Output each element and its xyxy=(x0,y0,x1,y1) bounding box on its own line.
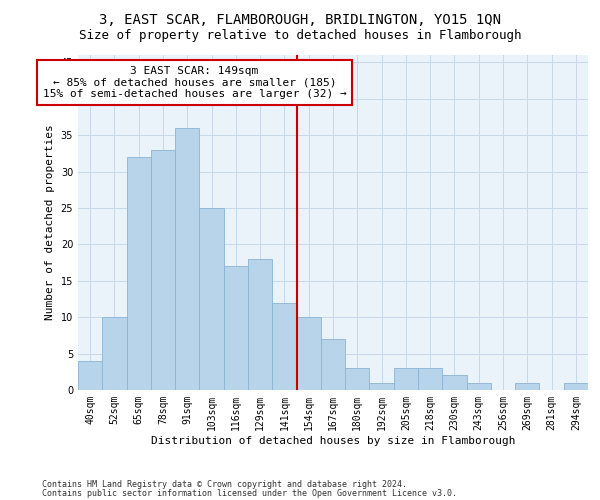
Bar xyxy=(394,368,418,390)
Bar xyxy=(515,382,539,390)
Bar xyxy=(321,339,345,390)
Bar xyxy=(248,259,272,390)
Bar xyxy=(370,382,394,390)
Bar xyxy=(127,157,151,390)
Bar xyxy=(418,368,442,390)
Bar xyxy=(345,368,370,390)
Bar xyxy=(199,208,224,390)
Bar xyxy=(151,150,175,390)
Text: 3 EAST SCAR: 149sqm
← 85% of detached houses are smaller (185)
15% of semi-detac: 3 EAST SCAR: 149sqm ← 85% of detached ho… xyxy=(43,66,346,99)
Y-axis label: Number of detached properties: Number of detached properties xyxy=(45,124,55,320)
Text: Size of property relative to detached houses in Flamborough: Size of property relative to detached ho… xyxy=(79,29,521,42)
X-axis label: Distribution of detached houses by size in Flamborough: Distribution of detached houses by size … xyxy=(151,436,515,446)
Bar xyxy=(224,266,248,390)
Bar xyxy=(467,382,491,390)
Bar xyxy=(296,317,321,390)
Bar xyxy=(442,376,467,390)
Text: Contains public sector information licensed under the Open Government Licence v3: Contains public sector information licen… xyxy=(42,489,457,498)
Bar xyxy=(272,302,296,390)
Text: 3, EAST SCAR, FLAMBOROUGH, BRIDLINGTON, YO15 1QN: 3, EAST SCAR, FLAMBOROUGH, BRIDLINGTON, … xyxy=(99,12,501,26)
Bar xyxy=(175,128,199,390)
Text: Contains HM Land Registry data © Crown copyright and database right 2024.: Contains HM Land Registry data © Crown c… xyxy=(42,480,407,489)
Bar xyxy=(564,382,588,390)
Bar xyxy=(78,361,102,390)
Bar xyxy=(102,317,127,390)
